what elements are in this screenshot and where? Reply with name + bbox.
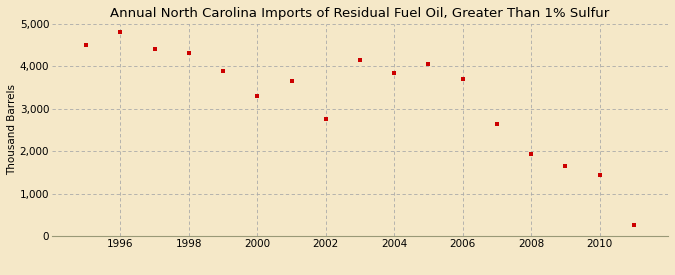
Point <box>594 172 605 177</box>
Title: Annual North Carolina Imports of Residual Fuel Oil, Greater Than 1% Sulfur: Annual North Carolina Imports of Residua… <box>111 7 610 20</box>
Point <box>115 30 126 34</box>
Point <box>321 117 331 121</box>
Point <box>81 43 92 47</box>
Point <box>354 58 365 62</box>
Point <box>491 121 502 126</box>
Point <box>560 164 571 169</box>
Point <box>628 223 639 228</box>
Point <box>457 77 468 81</box>
Point <box>286 79 297 83</box>
Point <box>218 69 229 73</box>
Point <box>389 71 400 75</box>
Y-axis label: Thousand Barrels: Thousand Barrels <box>7 84 17 175</box>
Point <box>149 47 160 51</box>
Point <box>423 62 434 66</box>
Point <box>184 51 194 55</box>
Point <box>526 152 537 156</box>
Point <box>252 94 263 98</box>
